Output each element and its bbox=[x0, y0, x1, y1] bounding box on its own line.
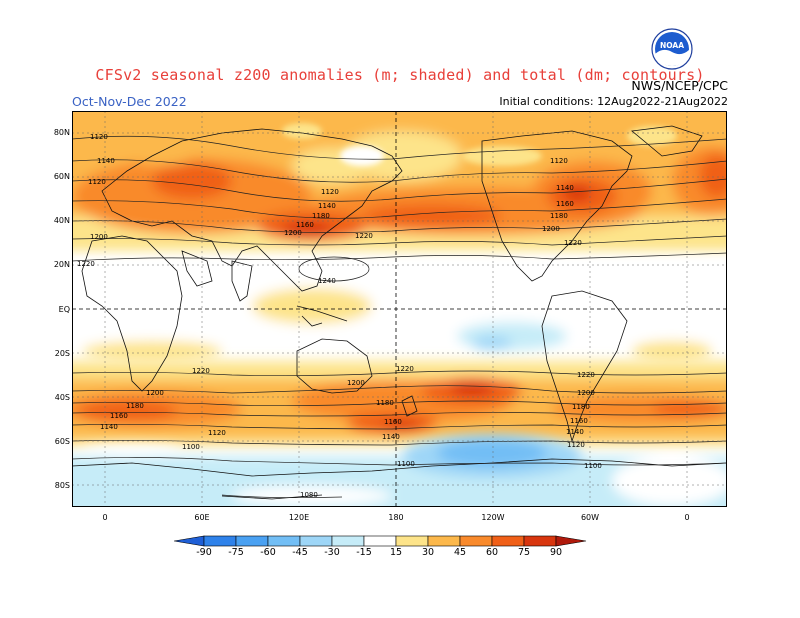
contour-label: 1200 bbox=[146, 389, 164, 397]
colorbar-tick-label: 45 bbox=[453, 547, 467, 558]
contour-label: 1160 bbox=[110, 412, 128, 420]
contour-label: 1200 bbox=[542, 225, 560, 233]
contour-label: 1080 bbox=[300, 491, 318, 499]
contour-label: 1140 bbox=[566, 428, 584, 436]
colorbar-cell bbox=[395, 535, 429, 547]
lon-label: 60W bbox=[580, 513, 600, 522]
contour-label: 1220 bbox=[564, 239, 582, 247]
colorbar-cell bbox=[331, 535, 365, 547]
colorbar-tick-label: -45 bbox=[292, 547, 308, 558]
colorbar-cell bbox=[555, 535, 587, 547]
contour-label: 1200 bbox=[577, 389, 595, 397]
colorbar-cell bbox=[459, 535, 493, 547]
colorbar-tick-label: -75 bbox=[228, 547, 244, 558]
colorbar-cell bbox=[523, 535, 557, 547]
contour-label: 1220 bbox=[355, 232, 373, 240]
lat-label: 40N bbox=[53, 216, 70, 225]
lat-label: 40S bbox=[54, 393, 70, 402]
colorbar-tick-label: -60 bbox=[260, 547, 276, 558]
contour-label: 1120 bbox=[550, 157, 568, 165]
colorbar-tick-label: 75 bbox=[517, 547, 531, 558]
contour-label: 1180 bbox=[312, 212, 330, 220]
contour-label: 1220 bbox=[192, 367, 210, 375]
lon-label: 60E bbox=[194, 513, 210, 522]
contour-label: 1220 bbox=[396, 365, 414, 373]
svg-text:NOAA: NOAA bbox=[660, 41, 684, 50]
contour-label: 1180 bbox=[376, 399, 394, 407]
colorbar bbox=[174, 535, 587, 547]
initial-conditions-label: Initial conditions: 12Aug2022-21Aug2022 bbox=[499, 95, 728, 108]
map-panel: 1120 1140 1120 1120 1140 1180 1160 1200 … bbox=[72, 111, 727, 507]
contour-label: 1120 bbox=[208, 429, 226, 437]
lat-label: EQ bbox=[58, 305, 70, 314]
grid-dashed bbox=[72, 111, 727, 507]
lon-label: 0 bbox=[102, 513, 108, 522]
contour-label: 1140 bbox=[556, 184, 574, 192]
contour-label: 1160 bbox=[556, 200, 574, 208]
colorbar-cell bbox=[174, 535, 205, 547]
contour-label: 1160 bbox=[384, 418, 402, 426]
coastlines bbox=[72, 125, 727, 500]
contour-label: 1200 bbox=[284, 229, 302, 237]
noaa-logo-icon: NOAA bbox=[651, 28, 693, 70]
grid-equator-dateline bbox=[72, 111, 727, 507]
contour-label: 1100 bbox=[397, 460, 415, 468]
anomaly-map: 1120 1140 1120 1120 1140 1180 1160 1200 … bbox=[72, 111, 727, 507]
lon-label: 120E bbox=[288, 513, 310, 522]
lon-label: 120W bbox=[481, 513, 505, 522]
lat-label: 20S bbox=[54, 349, 70, 358]
contour-label: 1220 bbox=[577, 371, 595, 379]
colorbar-cell bbox=[427, 535, 461, 547]
contour-label: 1120 bbox=[88, 178, 106, 186]
colorbar-cell bbox=[203, 535, 237, 547]
agency-label: NWS/NCEP/CPC bbox=[631, 78, 728, 93]
season-label: Oct-Nov-Dec 2022 bbox=[72, 94, 187, 109]
lat-label: 60S bbox=[54, 437, 70, 446]
contour-label: 1120 bbox=[567, 441, 585, 449]
lon-label: 180 bbox=[388, 513, 404, 522]
colorbar-tick-label: 90 bbox=[549, 547, 563, 558]
nh-anomaly-shading bbox=[72, 111, 727, 251]
contour-label: 1140 bbox=[382, 433, 400, 441]
contour-label: 1140 bbox=[100, 423, 118, 431]
contour-label: 1100 bbox=[584, 462, 602, 470]
contour-label: 1160 bbox=[570, 417, 588, 425]
lon-label: 0 bbox=[684, 513, 690, 522]
sh-negative-shading bbox=[72, 434, 727, 507]
colorbar-cell bbox=[235, 535, 269, 547]
colorbar-tick-label: -90 bbox=[196, 547, 212, 558]
colorbar-cell bbox=[299, 535, 333, 547]
contour-label: 1120 bbox=[90, 133, 108, 141]
map-frame bbox=[72, 111, 727, 507]
colorbar-tick-label: 30 bbox=[421, 547, 435, 558]
colorbar-tick-label: -15 bbox=[356, 547, 372, 558]
contour-label: 1120 bbox=[321, 188, 339, 196]
contour-label: 1180 bbox=[572, 403, 590, 411]
lat-label: 60N bbox=[53, 172, 70, 181]
lat-label: 80S bbox=[54, 481, 70, 490]
contour-label: 1220 bbox=[77, 260, 95, 268]
contour-label: 1180 bbox=[126, 402, 144, 410]
colorbar-tick-label: 15 bbox=[389, 547, 403, 558]
colorbar-cell bbox=[267, 535, 301, 547]
chart-title: CFSv2 seasonal z200 anomalies (m; shaded… bbox=[95, 66, 705, 84]
contour-labels: 1120 1140 1120 1120 1140 1180 1160 1200 … bbox=[77, 133, 602, 499]
contour-label: 1160 bbox=[296, 221, 314, 229]
contour-label: 1140 bbox=[97, 157, 115, 165]
contour-label: 1200 bbox=[90, 233, 108, 241]
colorbar-cell bbox=[491, 535, 525, 547]
contour-label: 1100 bbox=[182, 443, 200, 451]
height-contours bbox=[72, 135, 727, 499]
contour-label: 1140 bbox=[318, 202, 336, 210]
contour-label: 1240 bbox=[318, 277, 336, 285]
lat-label: 80N bbox=[53, 128, 70, 137]
colorbar-cell bbox=[363, 535, 397, 547]
colorbar-tick-label: -30 bbox=[324, 547, 340, 558]
contour-label: 1180 bbox=[550, 212, 568, 220]
lat-label: 20N bbox=[53, 260, 70, 269]
colorbar-tick-label: 60 bbox=[485, 547, 499, 558]
contour-label: 1200 bbox=[347, 379, 365, 387]
